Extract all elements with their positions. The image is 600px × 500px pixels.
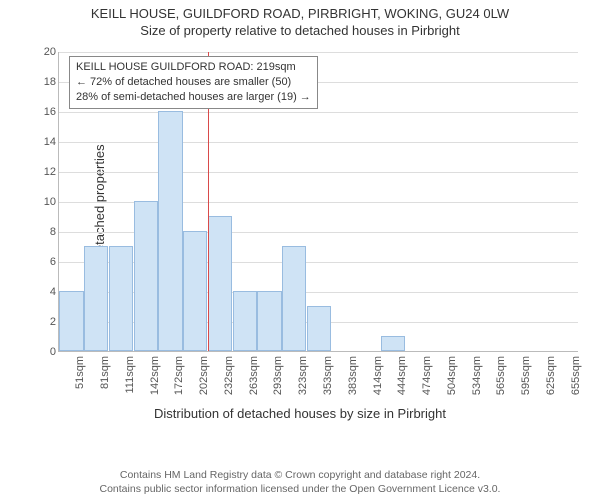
y-tick: 12 bbox=[38, 166, 56, 178]
annotation-line: ← 72% of detached houses are smaller (50… bbox=[76, 75, 311, 90]
y-tick: 4 bbox=[38, 286, 56, 298]
x-tick: 172sqm bbox=[173, 356, 185, 395]
x-tick: 263sqm bbox=[248, 356, 260, 395]
x-tick: 111sqm bbox=[124, 356, 136, 394]
x-tick: 534sqm bbox=[471, 356, 483, 395]
x-tick: 51sqm bbox=[74, 356, 86, 389]
plot-area: KEILL HOUSE GUILDFORD ROAD: 219sqm← 72% … bbox=[58, 52, 578, 352]
x-tick: 81sqm bbox=[99, 356, 111, 389]
histogram-bar bbox=[307, 306, 331, 351]
x-tick: 414sqm bbox=[372, 356, 384, 395]
annotation-line: KEILL HOUSE GUILDFORD ROAD: 219sqm bbox=[76, 60, 311, 75]
histogram-bar bbox=[109, 246, 133, 351]
x-tick: 565sqm bbox=[495, 356, 507, 395]
histogram-bar bbox=[282, 246, 306, 351]
title-main: KEILL HOUSE, GUILDFORD ROAD, PIRBRIGHT, … bbox=[0, 0, 600, 21]
histogram-bar bbox=[208, 216, 232, 351]
x-axis-label: Distribution of detached houses by size … bbox=[0, 406, 600, 421]
histogram-bar bbox=[59, 291, 83, 351]
x-tick: 504sqm bbox=[446, 356, 458, 395]
histogram-bar bbox=[183, 231, 207, 351]
histogram-bar bbox=[233, 291, 257, 351]
x-tick: 444sqm bbox=[396, 356, 408, 395]
footer-line-1: Contains HM Land Registry data © Crown c… bbox=[0, 468, 600, 482]
y-tick: 6 bbox=[38, 256, 56, 268]
x-tick: 474sqm bbox=[421, 356, 433, 395]
x-tick: 595sqm bbox=[520, 356, 532, 395]
chart-container: Number of detached properties KEILL HOUS… bbox=[0, 44, 600, 424]
x-tick: 232sqm bbox=[223, 356, 235, 395]
title-sub: Size of property relative to detached ho… bbox=[0, 21, 600, 38]
footer-line-2: Contains public sector information licen… bbox=[0, 482, 600, 496]
y-tick: 8 bbox=[38, 226, 56, 238]
y-tick: 0 bbox=[38, 346, 56, 358]
x-tick: 293sqm bbox=[272, 356, 284, 395]
x-tick: 142sqm bbox=[149, 356, 161, 395]
x-tick: 655sqm bbox=[570, 356, 582, 395]
histogram-bar bbox=[381, 336, 405, 351]
histogram-bar bbox=[257, 291, 281, 351]
reference-annotation: KEILL HOUSE GUILDFORD ROAD: 219sqm← 72% … bbox=[69, 56, 318, 109]
x-tick: 323sqm bbox=[297, 356, 309, 395]
x-tick: 383sqm bbox=[347, 356, 359, 395]
histogram-bar bbox=[134, 201, 158, 351]
x-tick: 202sqm bbox=[198, 356, 210, 395]
y-tick: 14 bbox=[38, 136, 56, 148]
y-tick: 10 bbox=[38, 196, 56, 208]
x-tick: 353sqm bbox=[322, 356, 334, 395]
y-tick: 16 bbox=[38, 106, 56, 118]
y-tick: 18 bbox=[38, 76, 56, 88]
y-tick: 20 bbox=[38, 46, 56, 58]
x-ticks: 51sqm 81sqm 111sqm 142sqm 172sqm 202sqm 232sqm… bbox=[58, 354, 578, 410]
footer-attribution: Contains HM Land Registry data © Crown c… bbox=[0, 468, 600, 496]
annotation-line: 28% of semi-detached houses are larger (… bbox=[76, 90, 311, 105]
histogram-bar bbox=[84, 246, 108, 351]
x-tick: 625sqm bbox=[545, 356, 557, 395]
histogram-bar bbox=[158, 111, 182, 351]
y-tick: 2 bbox=[38, 316, 56, 328]
